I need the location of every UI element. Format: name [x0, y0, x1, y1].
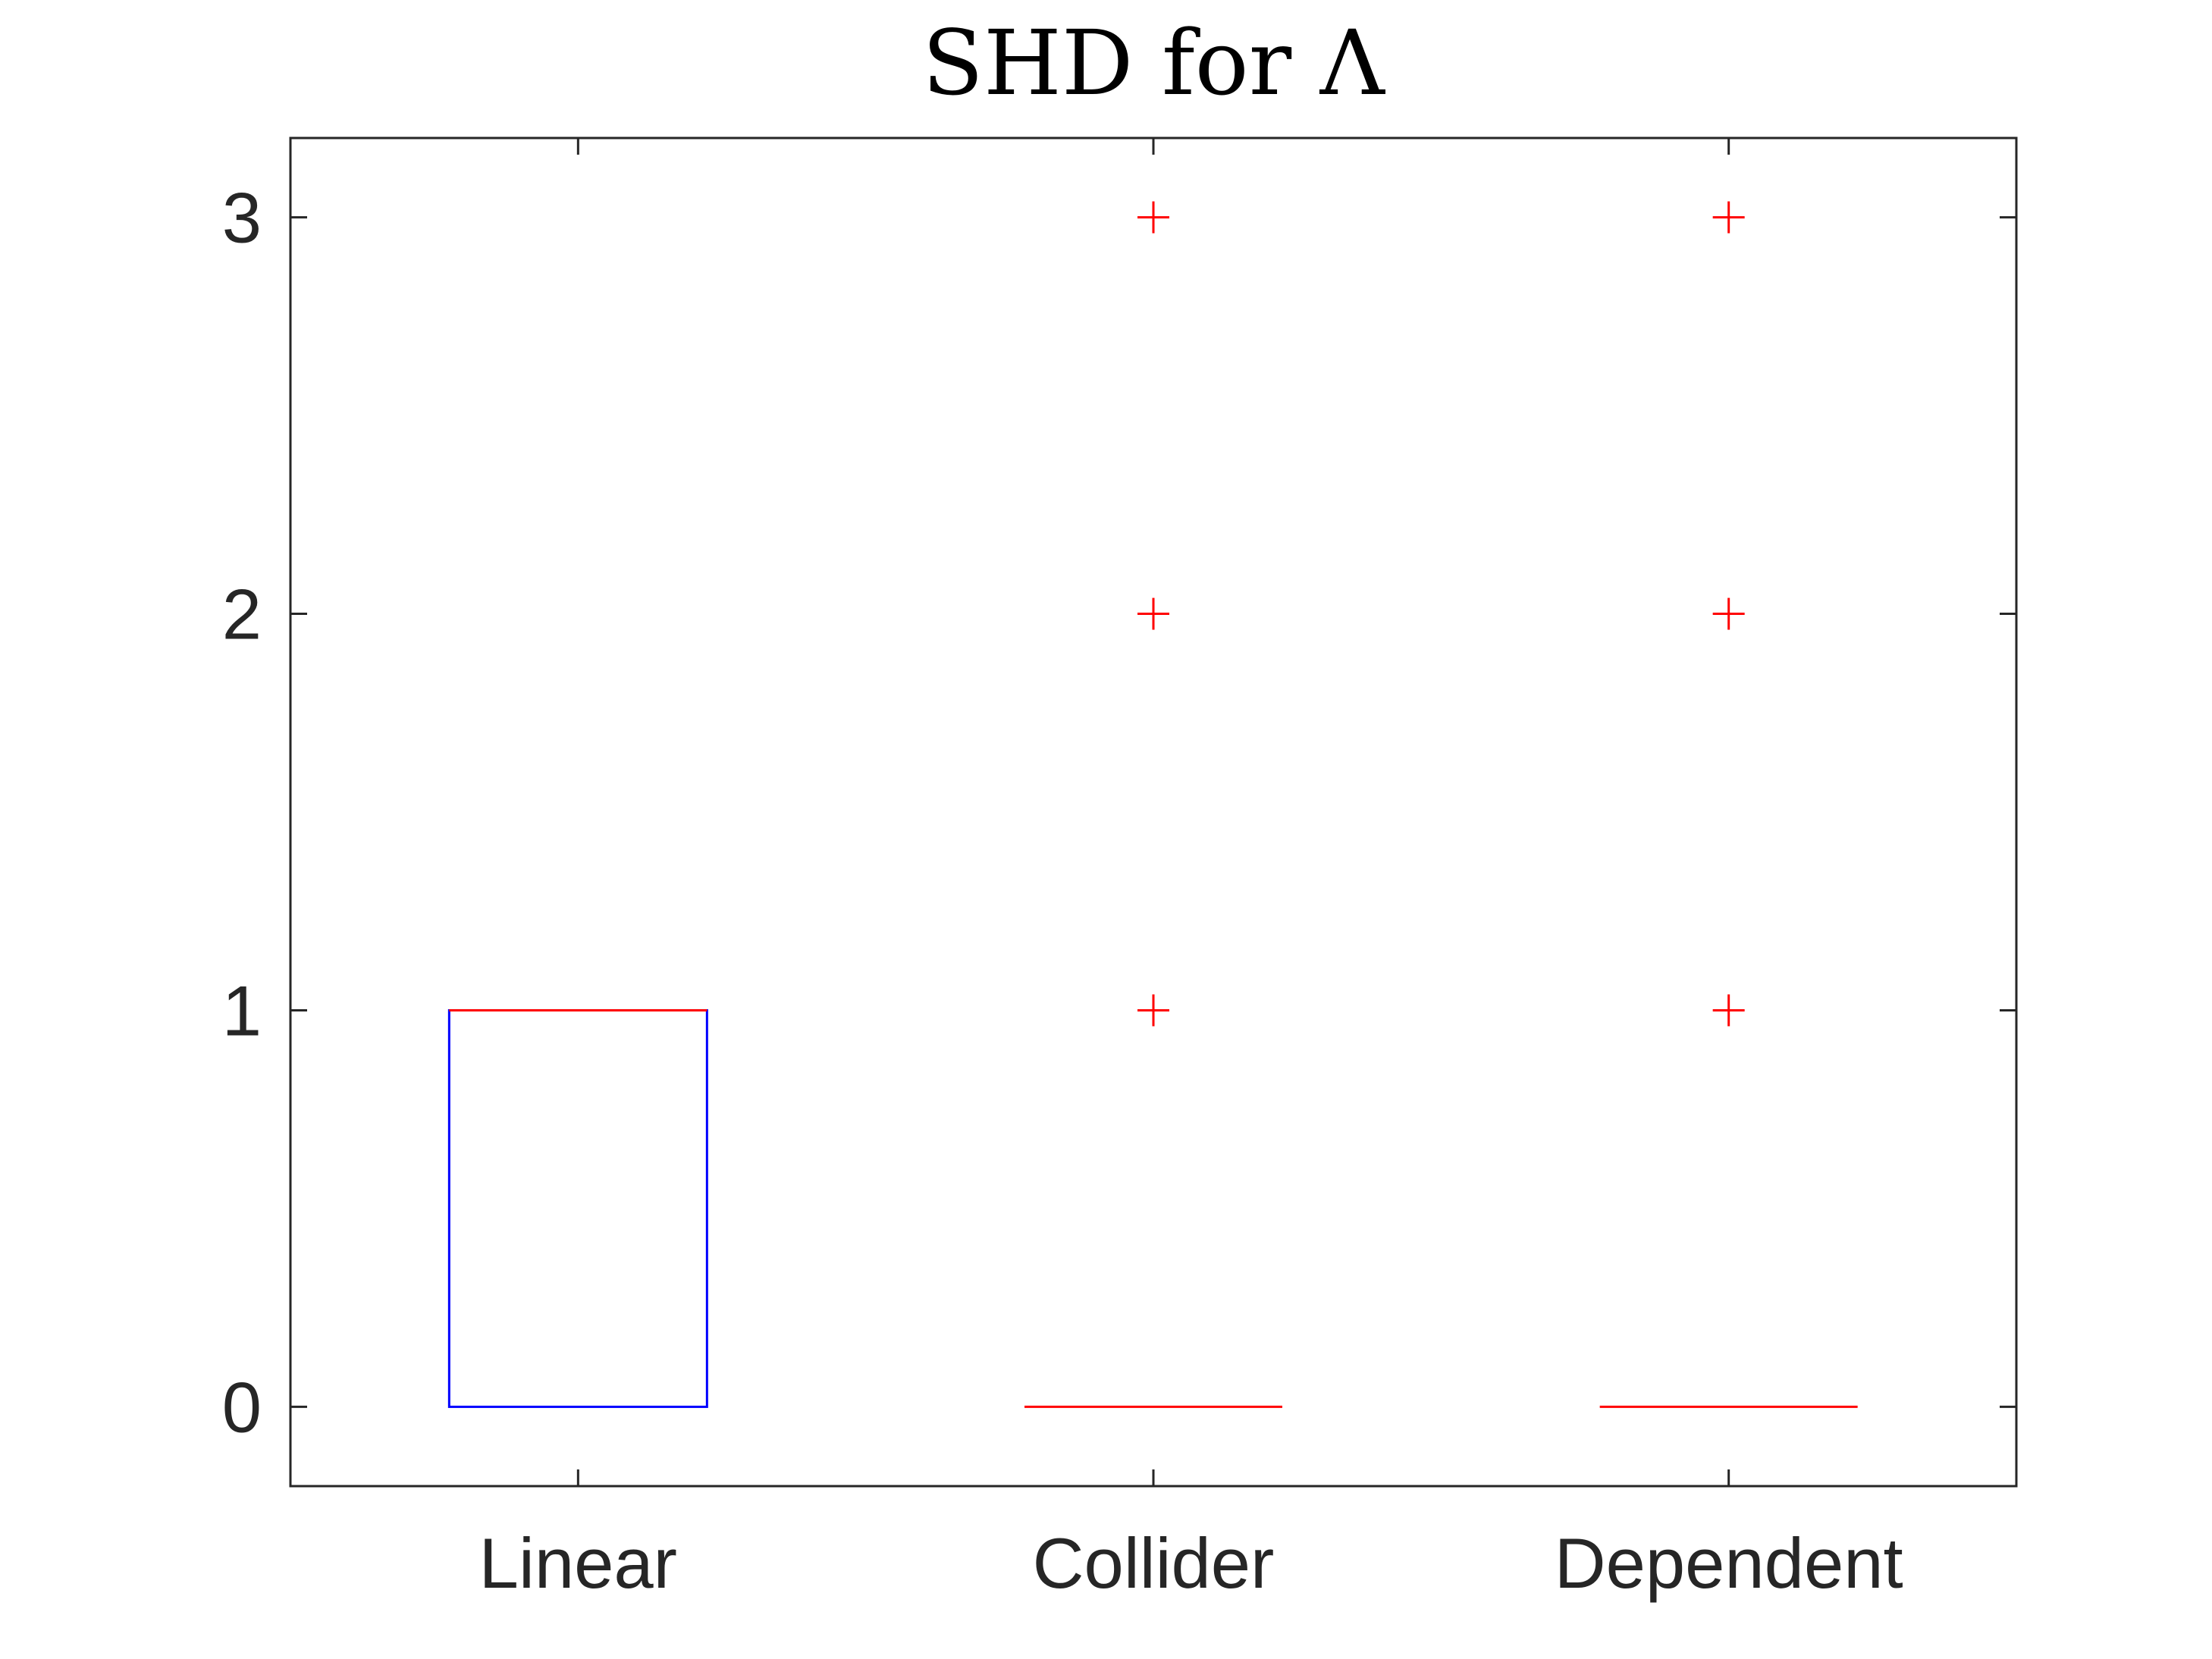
outlier-marker-dependent [1712, 597, 1745, 630]
outlier-marker-collider [1137, 201, 1169, 234]
chart-title: SHD for Λ [922, 11, 1385, 115]
y-axis: 0 1 2 3 [222, 178, 2016, 1447]
x-tick-label: Linear [479, 1523, 677, 1603]
x-axis: Linear Collider Dependent [479, 138, 1903, 1603]
outlier-marker-collider [1137, 597, 1169, 630]
outlier-marker-dependent [1712, 994, 1745, 1027]
box-plot-marks [447, 201, 1858, 1408]
x-tick-label: Dependent [1555, 1523, 1903, 1603]
outlier-marker-collider [1137, 994, 1169, 1027]
y-tick-label: 0 [222, 1367, 262, 1447]
outlier-marker-dependent [1712, 201, 1745, 234]
y-tick-label: 2 [222, 575, 262, 654]
y-tick-label: 3 [222, 178, 262, 258]
y-tick-label: 1 [222, 971, 262, 1050]
x-tick-label: Collider [1033, 1523, 1275, 1603]
